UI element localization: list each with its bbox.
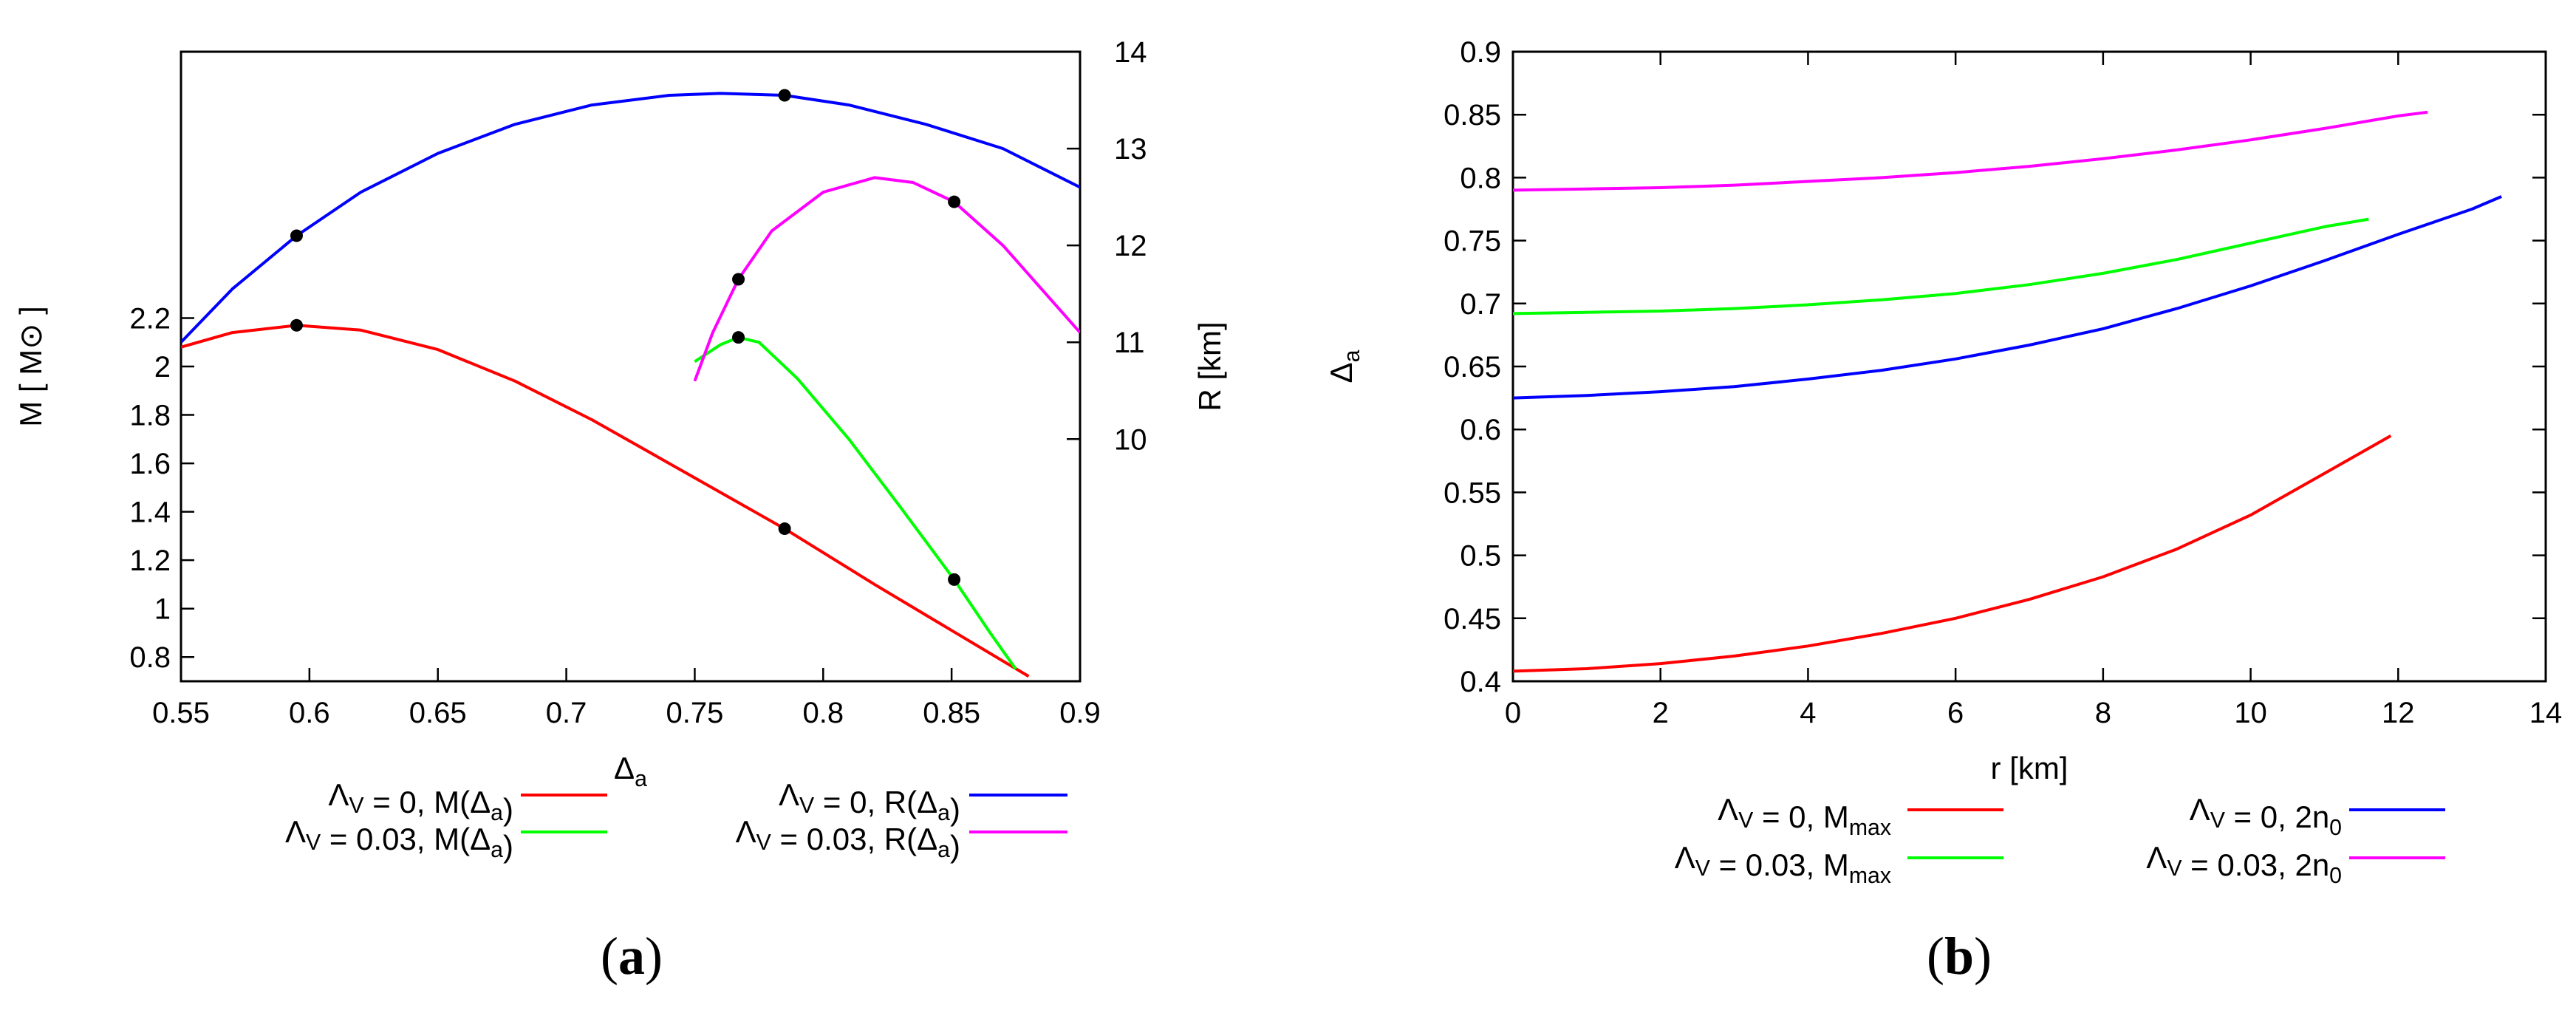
x-tick-label: 0.55	[152, 697, 210, 729]
data-point	[948, 195, 961, 208]
x-axis-label: Δa	[614, 751, 647, 791]
series-line	[1513, 434, 2392, 673]
legend: ΛV = 0, M(Δa)ΛV = 0.03, M(Δa) ΛV = 0, R(Δ…	[285, 777, 1067, 864]
x-tick-label: 10	[2234, 697, 2267, 729]
y-left-tick-label: 2.2	[129, 302, 171, 335]
data-point	[732, 331, 745, 344]
series-line	[1513, 217, 2369, 316]
plot-frame	[180, 50, 1082, 683]
legend-label: ΛV = 0.03, M(Δa)	[285, 814, 513, 864]
legend-label: ΛV = 0, M(Δa)	[328, 777, 513, 827]
panel-label: (a)	[601, 927, 663, 986]
legend-label: ΛV = 0.03, 2n0	[2146, 840, 2342, 888]
y-left-axis-label: M [ M⊙ ]	[13, 306, 48, 427]
y-tick-label: 0.7	[1460, 288, 1501, 321]
y-right-tick-label: 14	[1114, 36, 1147, 69]
y-right-axis-label: R [km]	[1192, 321, 1227, 411]
x-tick-label: 14	[2529, 697, 2563, 729]
y-left-tick-label: 2	[154, 351, 171, 383]
y-tick-label: 0.75	[1444, 225, 1501, 258]
plot-area	[181, 89, 1080, 678]
legend-label: ΛV = 0.03, Mmax	[1675, 840, 1891, 888]
chart-panel-a: 0.55 0.6 0.65 0.7 0.75 0.8 0.85 0.9 0.8 1 1.2 1.4 1.…	[13, 36, 1227, 864]
y-left-tick-label: 1.6	[129, 448, 171, 480]
panel-label: (b)	[1927, 927, 1992, 986]
legend-label: ΛV = 0, R(Δa)	[779, 777, 960, 827]
x-tick-label: 2	[1653, 697, 1669, 729]
y-tick-label: 0.5	[1460, 540, 1501, 573]
x-tick-label: 0	[1505, 697, 1521, 729]
y-right-tick-label: 11	[1114, 327, 1145, 359]
data-point	[778, 522, 791, 536]
y-tick-label: 0.55	[1444, 477, 1501, 509]
data-point	[290, 318, 303, 332]
series-line	[1513, 195, 2502, 400]
plot-area	[1513, 110, 2502, 673]
y-tick-label: 0.6	[1460, 414, 1501, 446]
legend-label: ΛV = 0, 2n0	[2190, 792, 2342, 840]
legend-label: ΛV = 0.03, R(Δa)	[736, 814, 960, 864]
data-point	[778, 89, 791, 102]
x-tick-label: 0.65	[409, 697, 467, 729]
y-right-tick-label: 13	[1114, 133, 1147, 166]
data-point	[290, 229, 303, 242]
panel-labels: (a) (b)	[601, 927, 1992, 986]
y-right-tick-label: 12	[1114, 230, 1147, 262]
y-tick-label: 0.9	[1460, 36, 1501, 69]
series-line	[694, 335, 1017, 670]
y-axis-label: Δa	[1324, 349, 1364, 383]
y-tick-label: 0.65	[1444, 351, 1501, 383]
data-point	[948, 573, 961, 586]
x-tick-label: 0.85	[923, 697, 980, 729]
y-tick-label: 0.45	[1444, 603, 1501, 635]
y-left-tick-label: 1	[154, 593, 171, 626]
series-line	[181, 324, 1030, 678]
y-left-tick-label: 1.2	[129, 545, 171, 577]
series-line	[1513, 110, 2428, 192]
series-line	[693, 176, 1080, 382]
data-point	[732, 273, 745, 286]
chart-panel-b: 0 2 4 6 8 10 12 14 0.4 0.45 0.5 0.55 0.6 0.65 0.7 0.75 0…	[1324, 36, 2562, 888]
x-tick-label: 0.75	[666, 697, 723, 729]
plot-frame	[1511, 50, 2547, 683]
y-left-tick-label: 1.4	[129, 497, 171, 529]
x-tick-label: 12	[2382, 697, 2415, 729]
x-tick-label: 0.8	[802, 697, 844, 729]
y-tick-label: 0.8	[1460, 162, 1501, 194]
x-tick-label: 0.7	[546, 697, 587, 729]
y-right-tick-label: 10	[1114, 423, 1147, 456]
legend-label: ΛV = 0, Mmax	[1718, 792, 1891, 840]
series-line	[181, 92, 1080, 344]
x-tick-label: 6	[1947, 697, 1964, 729]
x-tick-label: 0.9	[1059, 697, 1101, 729]
y-left-tick-label: 1.8	[129, 400, 171, 432]
x-tick-label: 4	[1800, 697, 1816, 729]
y-tick-label: 0.85	[1444, 99, 1501, 132]
x-axis-label: r [km]	[1991, 751, 2068, 785]
x-tick-label: 8	[2095, 697, 2111, 729]
y-tick-label: 0.4	[1460, 666, 1501, 698]
y-left-tick-label: 0.8	[129, 641, 171, 674]
x-tick-label: 0.6	[289, 697, 330, 729]
